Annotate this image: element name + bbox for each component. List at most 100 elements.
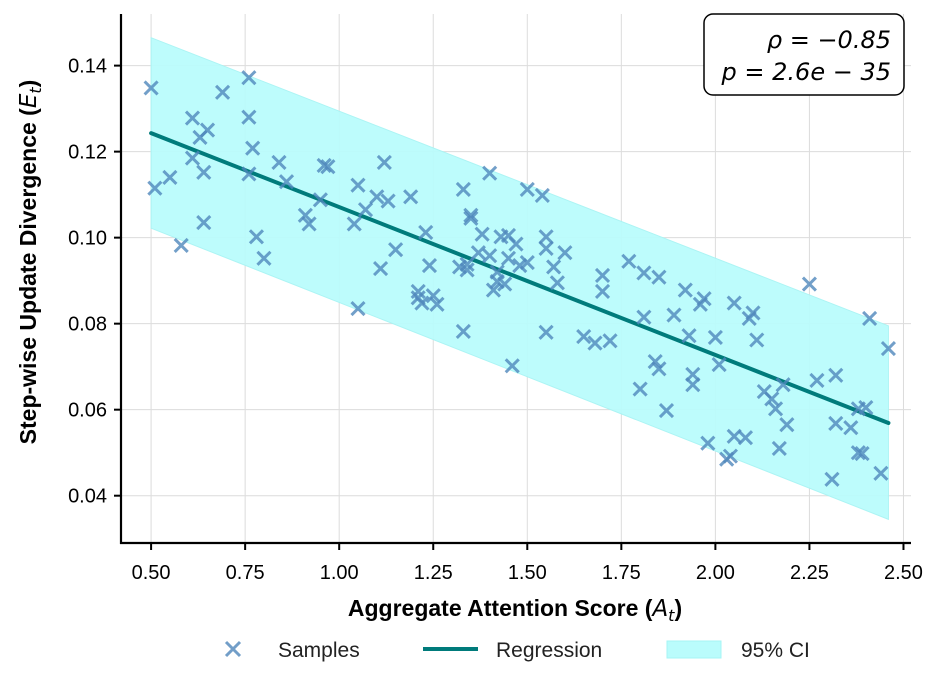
- sample-point: [779, 417, 795, 433]
- sample-point: [594, 267, 611, 284]
- sample-point: [538, 229, 554, 245]
- sample-point: [557, 245, 573, 261]
- sample-point: [357, 202, 374, 218]
- sample-point: [711, 356, 727, 373]
- sample-point: [388, 242, 404, 258]
- sample-point: [421, 258, 438, 274]
- sample-point: [373, 261, 389, 277]
- sample-point: [147, 180, 163, 196]
- sample-point: [519, 181, 535, 198]
- sample-point: [681, 328, 697, 344]
- sample-point: [196, 215, 212, 231]
- sample-point: [737, 430, 754, 446]
- sample-point: [843, 420, 859, 436]
- sample-point: [241, 70, 257, 86]
- sample-point: [245, 140, 261, 156]
- sample-point: [726, 295, 742, 311]
- sample-point: [485, 282, 501, 298]
- sample-point: [576, 329, 592, 345]
- sample-point: [587, 335, 603, 351]
- sample-point: [508, 236, 524, 252]
- sample-point: [482, 248, 498, 264]
- sample-point: [850, 445, 866, 461]
- sample-point: [666, 307, 682, 323]
- sample-point: [594, 283, 611, 299]
- sample-point: [621, 253, 637, 269]
- sample-point: [312, 192, 328, 208]
- sample-point: [271, 154, 287, 170]
- sample-point: [775, 377, 791, 393]
- sample-point: [350, 301, 366, 317]
- legend-item-regression[interactable]: Regression: [423, 639, 602, 662]
- sample-point: [403, 189, 419, 205]
- sample-point: [256, 250, 272, 266]
- sample-point: [862, 310, 878, 327]
- y-axis-title: Step-wise Update Divergence (Et): [15, 80, 45, 445]
- sample-point: [184, 150, 201, 166]
- sample-point: [380, 193, 396, 209]
- legend-samples-marker: [224, 640, 242, 658]
- sample-point: [534, 187, 550, 204]
- sample-point: [651, 269, 667, 285]
- legend-item-ci[interactable]: 95% CI: [666, 639, 810, 662]
- sample-point: [768, 401, 784, 417]
- sample-point: [297, 207, 313, 223]
- sample-point: [707, 329, 723, 345]
- sample-point: [184, 110, 201, 126]
- x-tick-label: 0.75: [226, 562, 265, 584]
- sample-point: [828, 415, 844, 431]
- sample-point: [301, 216, 317, 232]
- sample-point: [199, 122, 216, 138]
- sample-point: [824, 471, 840, 487]
- x-tick-label: 1.25: [414, 562, 453, 584]
- sample-point: [316, 157, 332, 173]
- sample-point: [677, 282, 693, 298]
- sample-point: [546, 259, 562, 275]
- sample-point: [455, 323, 471, 339]
- sample-point: [143, 80, 159, 96]
- sample-point: [854, 445, 870, 462]
- sample-point: [248, 229, 264, 245]
- sample-point: [455, 181, 471, 198]
- sample-point: [459, 262, 475, 278]
- legend-ci-swatch: [666, 640, 722, 659]
- sample-point: [162, 169, 178, 185]
- sample-point: [482, 165, 498, 181]
- sample-point: [858, 399, 874, 416]
- stats-rho: ρ = −0.85: [767, 26, 891, 54]
- sample-point: [500, 250, 517, 266]
- sample-point: [685, 366, 701, 382]
- sample-point: [647, 353, 663, 370]
- legend-ci-label: 95% CI: [741, 639, 810, 662]
- sample-point: [241, 166, 257, 182]
- sample-point: [828, 367, 844, 383]
- y-axis-title-symbol: E: [16, 93, 42, 108]
- stats-annotation: ρ = −0.85 p = 2.6e − 35: [703, 13, 905, 96]
- sample-point: [320, 159, 336, 175]
- sample-point: [463, 210, 479, 226]
- sample-point: [504, 358, 520, 374]
- y-tick-label: 0.06: [68, 400, 107, 422]
- samples-layer: [143, 70, 896, 487]
- x-axis-title: Aggregate Attention Score (At): [348, 595, 682, 625]
- sample-point: [809, 372, 825, 388]
- sample-point: [418, 224, 434, 241]
- sample-point: [549, 275, 565, 291]
- sample-point: [632, 381, 648, 397]
- sample-point: [425, 288, 441, 304]
- regression-line: [149, 131, 891, 426]
- x-axis-title-subscript: t: [668, 606, 675, 625]
- regression-layer: [149, 131, 891, 426]
- y-tick-label: 0.04: [68, 486, 107, 508]
- sample-point: [369, 189, 385, 205]
- sample-point: [376, 154, 392, 170]
- sample-point: [429, 296, 445, 312]
- sample-point: [346, 216, 362, 232]
- sample-point: [764, 391, 780, 407]
- sample-point: [497, 276, 513, 292]
- sample-point: [278, 174, 295, 190]
- axes: 0.50 0.75 1.00 1.25 1.50 1.75 2.00 2.25 2.50 0.04…: [68, 14, 923, 584]
- legend-item-samples[interactable]: Samples: [224, 639, 360, 662]
- legend: Samples Regression 95% CI: [224, 639, 810, 662]
